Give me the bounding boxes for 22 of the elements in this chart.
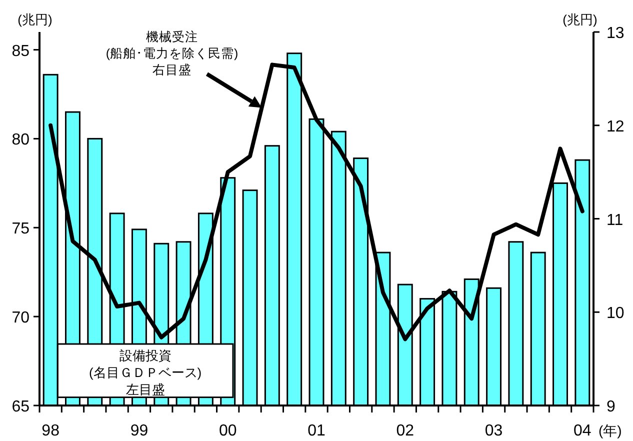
y-tick-label: 75 — [12, 220, 30, 238]
y2-axis-title: (兆円) — [562, 12, 598, 27]
y-tick-label: 85 — [12, 42, 30, 60]
y2-tick-label: 10 — [606, 305, 624, 322]
x-tick-label: 01 — [308, 422, 326, 440]
y-tick-label: 80 — [12, 132, 30, 149]
y2-tick-label: 12 — [606, 118, 624, 136]
y-tick-label: 70 — [12, 310, 30, 327]
y2-tick-label: 11 — [606, 212, 624, 229]
x-tick-label: 02 — [396, 422, 414, 440]
x-tick-label: 03 — [484, 422, 503, 440]
y-axis-title: (兆円) — [18, 12, 52, 27]
x-tick-label: 04 — [574, 422, 592, 440]
text: 機械受注 (船舶･電力を除く民需) 右目盛 — [106, 30, 238, 77]
x-tick-label: 98 — [42, 422, 60, 440]
x-axis-title: (年) — [598, 422, 622, 438]
x-tick-label: 00 — [218, 422, 237, 440]
y2-tick-label: 9 — [606, 398, 616, 416]
y2-tick-label: 13 — [606, 25, 624, 42]
y-tick-label: 65 — [12, 398, 30, 416]
x-tick-label: 99 — [130, 422, 148, 440]
series-label: 設備投資 (名目ＧＤＰベース) 左目盛 — [88, 348, 202, 397]
